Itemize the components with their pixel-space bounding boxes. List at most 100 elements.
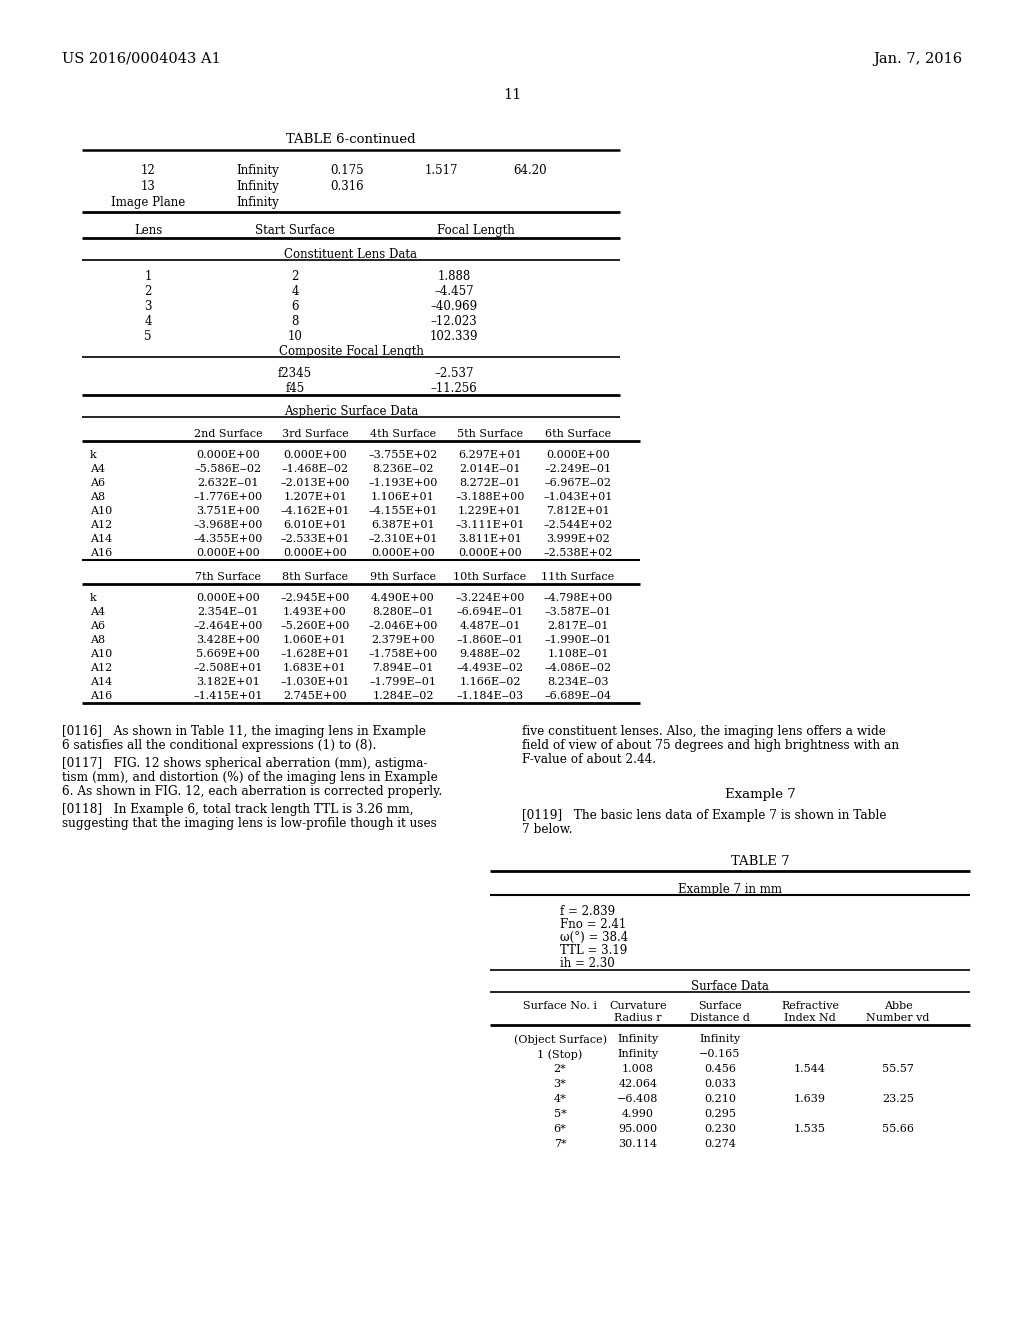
Text: 2.817E‒01: 2.817E‒01 bbox=[547, 620, 608, 631]
Text: 5.669E+00: 5.669E+00 bbox=[197, 649, 260, 659]
Text: k: k bbox=[90, 450, 96, 459]
Text: Lens: Lens bbox=[134, 224, 162, 238]
Text: A6: A6 bbox=[90, 478, 105, 488]
Text: 0.000E+00: 0.000E+00 bbox=[283, 548, 347, 558]
Text: 1.517: 1.517 bbox=[424, 164, 458, 177]
Text: 7 below.: 7 below. bbox=[522, 822, 572, 836]
Text: 9.488E‒02: 9.488E‒02 bbox=[459, 649, 521, 659]
Text: –12.023: –12.023 bbox=[431, 315, 477, 327]
Text: Infinity: Infinity bbox=[617, 1034, 658, 1044]
Text: 8.280E‒01: 8.280E‒01 bbox=[373, 607, 434, 616]
Text: −6.408: −6.408 bbox=[617, 1094, 658, 1104]
Text: –4.493E‒02: –4.493E‒02 bbox=[457, 663, 523, 673]
Text: –1.860E‒01: –1.860E‒01 bbox=[457, 635, 523, 645]
Text: Fno = 2.41: Fno = 2.41 bbox=[560, 917, 627, 931]
Text: 2.354E‒01: 2.354E‒01 bbox=[198, 607, 259, 616]
Text: 6. As shown in FIG. 12, each aberration is corrected properly.: 6. As shown in FIG. 12, each aberration … bbox=[62, 785, 442, 799]
Text: –3.968E+00: –3.968E+00 bbox=[194, 520, 263, 531]
Text: –2.533E+01: –2.533E+01 bbox=[281, 535, 349, 544]
Text: 0.000E+00: 0.000E+00 bbox=[283, 450, 347, 459]
Text: [0116]   As shown in Table 11, the imaging lens in Example: [0116] As shown in Table 11, the imaging… bbox=[62, 725, 426, 738]
Text: 1.108E‒01: 1.108E‒01 bbox=[547, 649, 608, 659]
Text: Distance d: Distance d bbox=[690, 1012, 750, 1023]
Text: Infinity: Infinity bbox=[237, 164, 280, 177]
Text: 0.274: 0.274 bbox=[705, 1139, 736, 1148]
Text: –3.224E+00: –3.224E+00 bbox=[456, 593, 524, 603]
Text: 6*: 6* bbox=[554, 1125, 566, 1134]
Text: 6 satisfies all the conditional expressions (1) to (8).: 6 satisfies all the conditional expressi… bbox=[62, 739, 377, 752]
Text: A12: A12 bbox=[90, 663, 113, 673]
Text: k: k bbox=[90, 593, 96, 603]
Text: 6th Surface: 6th Surface bbox=[545, 429, 611, 440]
Text: 4.990: 4.990 bbox=[622, 1109, 654, 1119]
Text: 0.175: 0.175 bbox=[330, 164, 364, 177]
Text: 3.428E+00: 3.428E+00 bbox=[197, 635, 260, 645]
Text: –1.990E‒01: –1.990E‒01 bbox=[545, 635, 611, 645]
Text: Surface No. i: Surface No. i bbox=[523, 1001, 597, 1011]
Text: 95.000: 95.000 bbox=[618, 1125, 657, 1134]
Text: 64.20: 64.20 bbox=[513, 164, 547, 177]
Text: –3.188E+00: –3.188E+00 bbox=[456, 492, 524, 502]
Text: 9th Surface: 9th Surface bbox=[370, 572, 436, 582]
Text: 0.295: 0.295 bbox=[705, 1109, 736, 1119]
Text: 6.297E+01: 6.297E+01 bbox=[458, 450, 522, 459]
Text: Focal Length: Focal Length bbox=[437, 224, 515, 238]
Text: –3.755E+02: –3.755E+02 bbox=[369, 450, 437, 459]
Text: Index Nd: Index Nd bbox=[784, 1012, 836, 1023]
Text: Surface: Surface bbox=[698, 1001, 741, 1011]
Text: 7th Surface: 7th Surface bbox=[195, 572, 261, 582]
Text: –2.046E+00: –2.046E+00 bbox=[369, 620, 437, 631]
Text: f45: f45 bbox=[286, 381, 304, 395]
Text: Infinity: Infinity bbox=[237, 180, 280, 193]
Text: –4.457: –4.457 bbox=[434, 285, 474, 298]
Text: TTL = 3.19: TTL = 3.19 bbox=[560, 944, 628, 957]
Text: 0.000E+00: 0.000E+00 bbox=[197, 548, 260, 558]
Text: 1.106E+01: 1.106E+01 bbox=[371, 492, 435, 502]
Text: Curvature: Curvature bbox=[609, 1001, 667, 1011]
Text: 11: 11 bbox=[503, 88, 521, 102]
Text: –6.967E‒02: –6.967E‒02 bbox=[545, 478, 611, 488]
Text: 0.316: 0.316 bbox=[330, 180, 364, 193]
Text: –1.193E+00: –1.193E+00 bbox=[369, 478, 437, 488]
Text: Surface Data: Surface Data bbox=[691, 979, 769, 993]
Text: 7*: 7* bbox=[554, 1139, 566, 1148]
Text: 11th Surface: 11th Surface bbox=[542, 572, 614, 582]
Text: 6: 6 bbox=[291, 300, 299, 313]
Text: TABLE 6-continued: TABLE 6-continued bbox=[286, 133, 416, 147]
Text: 55.66: 55.66 bbox=[882, 1125, 914, 1134]
Text: A8: A8 bbox=[90, 492, 105, 502]
Text: –5.586E‒02: –5.586E‒02 bbox=[195, 465, 261, 474]
Text: 2.379E+00: 2.379E+00 bbox=[371, 635, 435, 645]
Text: –3.111E+01: –3.111E+01 bbox=[456, 520, 524, 531]
Text: –40.969: –40.969 bbox=[430, 300, 477, 313]
Text: –3.587E‒01: –3.587E‒01 bbox=[545, 607, 611, 616]
Text: 2.632E‒01: 2.632E‒01 bbox=[198, 478, 259, 488]
Text: 55.57: 55.57 bbox=[882, 1064, 914, 1074]
Text: 1.888: 1.888 bbox=[437, 271, 471, 282]
Text: Infinity: Infinity bbox=[617, 1049, 658, 1059]
Text: 0.000E+00: 0.000E+00 bbox=[371, 548, 435, 558]
Text: 4th Surface: 4th Surface bbox=[370, 429, 436, 440]
Text: 0.230: 0.230 bbox=[705, 1125, 736, 1134]
Text: –2.013E+00: –2.013E+00 bbox=[281, 478, 349, 488]
Text: 1.683E+01: 1.683E+01 bbox=[283, 663, 347, 673]
Text: –2.538E+02: –2.538E+02 bbox=[544, 548, 612, 558]
Text: 1.544: 1.544 bbox=[794, 1064, 826, 1074]
Text: 3.751E+00: 3.751E+00 bbox=[197, 506, 260, 516]
Text: 102.339: 102.339 bbox=[430, 330, 478, 343]
Text: 5: 5 bbox=[144, 330, 152, 343]
Text: 8th Surface: 8th Surface bbox=[282, 572, 348, 582]
Text: –1.415E+01: –1.415E+01 bbox=[194, 690, 263, 701]
Text: 7.812E+01: 7.812E+01 bbox=[546, 506, 610, 516]
Text: 0.000E+00: 0.000E+00 bbox=[546, 450, 610, 459]
Text: A16: A16 bbox=[90, 690, 113, 701]
Text: A10: A10 bbox=[90, 506, 113, 516]
Text: A10: A10 bbox=[90, 649, 113, 659]
Text: –4.086E‒02: –4.086E‒02 bbox=[545, 663, 611, 673]
Text: −0.165: −0.165 bbox=[699, 1049, 740, 1059]
Text: 2.745E+00: 2.745E+00 bbox=[284, 690, 347, 701]
Text: 3: 3 bbox=[144, 300, 152, 313]
Text: 0.000E+00: 0.000E+00 bbox=[197, 450, 260, 459]
Text: f2345: f2345 bbox=[278, 367, 312, 380]
Text: –2.537: –2.537 bbox=[434, 367, 474, 380]
